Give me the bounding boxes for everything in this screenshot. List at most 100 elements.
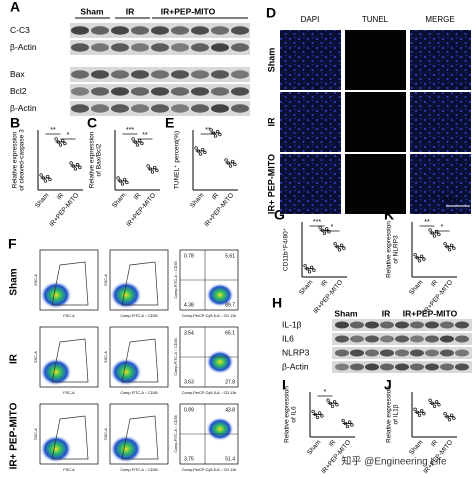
quadrant-value: 27.8 [225,379,235,385]
micrograph [345,154,406,214]
band [335,321,349,329]
dot [333,400,337,404]
micrograph [280,30,341,90]
row-label: Sham [266,48,276,73]
dot [131,137,135,141]
row-label: IR [9,353,20,364]
dot [452,246,456,250]
dot [216,129,220,134]
dot [452,416,456,420]
category-label: IR [56,192,66,202]
quadrant-value: 89.7 [225,302,235,308]
dot [43,179,48,183]
quadrant-value: 3.54 [184,330,194,336]
dot [413,407,417,411]
dot [322,231,327,235]
band [365,363,379,371]
band [455,349,469,357]
band [231,70,249,79]
x-axis-label: FSC-A [63,468,75,472]
row-label: C-C3 [10,25,30,35]
quadrant-value: 51.4 [225,456,235,462]
panel-letter: K [384,207,394,223]
band [151,43,169,52]
panel-letter: H [272,295,282,311]
x-axis-label: FSC-A [63,314,75,318]
band [350,363,364,371]
band [365,335,379,343]
band [335,335,349,343]
density [206,417,234,441]
dot [318,411,322,415]
lane-label: IR [382,308,391,318]
category-label: Sham [306,439,322,457]
micrograph [280,154,341,214]
category-label: Sham [189,192,205,210]
band [425,335,439,343]
dot [417,413,422,417]
dot [69,161,73,165]
dot [443,412,447,416]
band [131,26,149,35]
sig-label: *** [126,127,134,134]
row-label: Bcl2 [10,86,27,96]
band [380,349,394,357]
sig-label: * [441,224,444,231]
band [151,87,169,96]
band [111,26,129,35]
dot [116,176,120,180]
column-label: MERGE [425,15,454,24]
dot [228,164,233,168]
density [40,281,72,309]
column-label: DAPI [301,15,320,24]
y-axis-label: of Bax/Bcl2 [96,143,103,176]
band [131,87,149,96]
quadrant-value: 3.75 [184,456,194,462]
y-axis-label: SSC-A [34,274,38,286]
y-axis-label: Relative expression [386,221,393,278]
band [171,26,189,35]
band [91,70,109,79]
dot [213,134,218,138]
dot [417,259,422,263]
band [71,26,89,35]
y-axis-label: Comp-FITC-A :: CD45 [174,415,178,452]
dot [54,137,58,141]
category-label: Sham [34,192,50,210]
row-label: β-Actin [10,42,37,52]
micrograph [410,154,471,214]
dot [422,412,426,416]
y-axis-label: of IL6 [291,406,298,423]
row-label: β-Actin [10,103,37,113]
dot [422,257,426,261]
dot [78,165,82,170]
band [111,104,129,113]
lane-label: Sham [80,6,104,16]
dot [420,254,424,258]
lane-label: IR+PEP-MITO [403,308,458,318]
micrograph [345,92,406,152]
band [171,70,189,79]
scale-bar-label: 50μm [444,197,460,204]
band [410,363,424,371]
band [211,87,229,96]
dot [307,270,312,274]
band [350,335,364,343]
band [335,349,349,357]
category-label: IR [430,439,440,449]
x-axis-label: Comp-PerCP-Cy5-5-A :: CD 11b [182,314,236,318]
dot [48,177,52,182]
row-label: Bax [10,69,25,79]
row-label: IR+ PEP-MITO [9,402,20,469]
sig-label: * [331,224,334,231]
dot [138,138,142,143]
micrograph [410,92,471,152]
dot [333,242,337,246]
dot [198,152,203,156]
density [110,435,142,463]
panel-letter: B [10,115,20,131]
band [425,349,439,357]
y-axis-label: of IL1β [393,404,400,424]
y-axis-label: TUNEL⁺ percent(%) [174,131,181,189]
gate [51,338,89,383]
